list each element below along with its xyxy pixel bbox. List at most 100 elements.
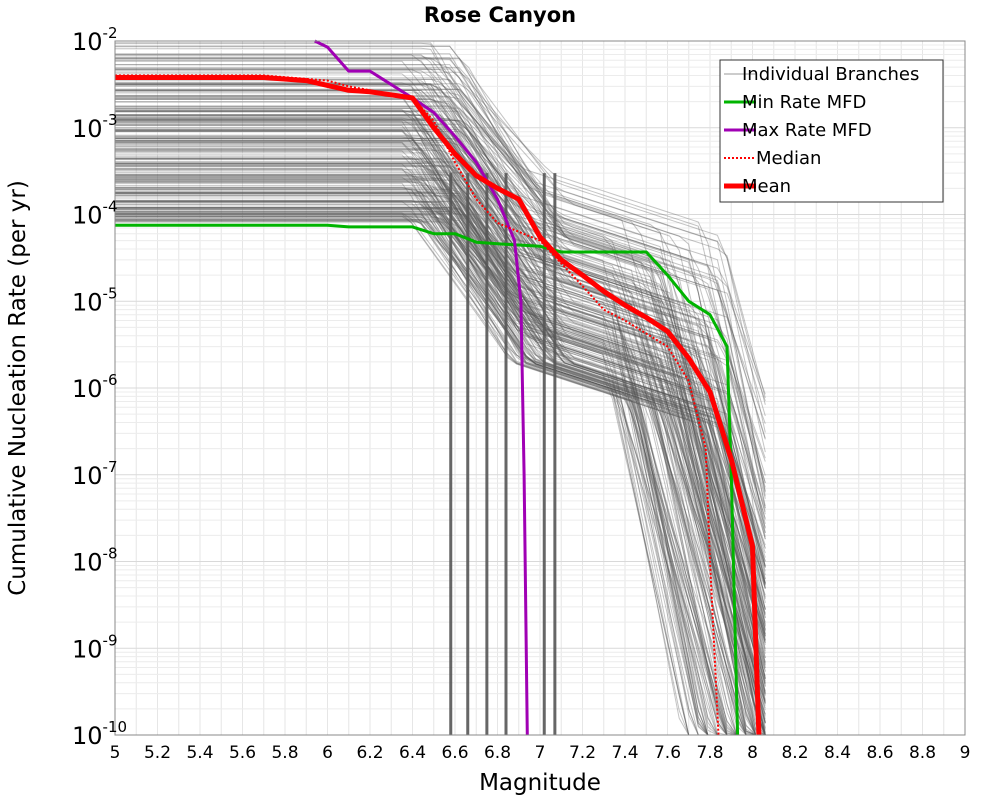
branch-curve <box>115 182 766 723</box>
branch-curve <box>115 123 757 736</box>
branch-curve <box>115 220 738 736</box>
branch-curve <box>115 151 766 637</box>
branch-curve <box>115 60 766 649</box>
branch-curve <box>115 124 766 528</box>
branch-curve <box>115 143 766 736</box>
branch-curve <box>115 130 756 736</box>
branch-curve <box>115 176 728 736</box>
branch-curve <box>115 192 766 646</box>
branch-curve <box>115 172 766 519</box>
branch-curve <box>115 111 690 736</box>
branch-curve <box>115 135 766 576</box>
branch-curve <box>115 192 766 685</box>
branch-curve <box>115 60 766 459</box>
branch-curve <box>115 147 756 736</box>
branch-curve <box>115 170 766 728</box>
branch-curve <box>115 107 766 567</box>
branch-curve <box>115 219 690 736</box>
branch-curve <box>115 181 766 692</box>
branch-curve <box>115 141 699 736</box>
chart-title: Rose Canyon <box>424 3 576 27</box>
y-axis-label: Cumulative Nucleation Rate (per yr) <box>5 180 31 596</box>
branch-curve <box>115 54 766 630</box>
branch-curve <box>115 82 766 610</box>
branch-curve <box>115 42 766 736</box>
branch-curve <box>115 168 766 583</box>
branch-curve <box>115 207 709 736</box>
y-tick-label: 10-5 <box>72 284 118 316</box>
branch-curve <box>115 83 766 736</box>
branch-curve <box>115 131 747 736</box>
branch-curve <box>115 213 766 634</box>
branch-curve <box>115 157 766 697</box>
branch-curve <box>115 165 766 702</box>
branch-curve <box>115 149 709 736</box>
branch-curve <box>115 120 766 724</box>
branch-curve <box>115 179 728 736</box>
branch-curve <box>115 145 766 664</box>
branch-curve <box>115 200 766 736</box>
branch-curve <box>115 80 766 631</box>
branch-curve <box>115 177 766 673</box>
branch-curve <box>115 157 766 654</box>
branch-curve <box>115 91 757 736</box>
series-line-median <box>115 74 720 736</box>
branch-curve <box>115 85 766 683</box>
x-tick-label: 8.4 <box>824 743 851 763</box>
branch-curve <box>115 58 766 405</box>
branch-curve <box>115 174 766 694</box>
x-tick-label: 7.8 <box>696 743 723 763</box>
legend-label: Median <box>756 148 821 169</box>
branch-curve <box>115 58 766 476</box>
branch-curve <box>115 219 737 736</box>
branch-curve <box>115 156 766 549</box>
branch-curve <box>115 207 766 589</box>
branch-curve <box>115 84 766 395</box>
branch-curve <box>115 141 757 736</box>
branch-curve <box>115 212 756 736</box>
branch-curve <box>115 95 737 736</box>
branch-curve <box>115 215 728 736</box>
branch-curve <box>115 178 766 684</box>
branch-curve <box>115 110 766 512</box>
branch-curve <box>115 94 766 672</box>
x-tick-label: 8.2 <box>781 743 808 763</box>
branch-curve <box>115 200 766 598</box>
branch-curve <box>115 215 766 600</box>
branch-curve <box>115 200 738 736</box>
branch-curve <box>115 117 738 736</box>
branch-curve <box>115 121 728 736</box>
branch-curve <box>115 212 766 735</box>
branch-curve <box>115 160 766 736</box>
legend: Individual Branches Min Rate MFD Max Rate … <box>719 59 944 203</box>
branch-curve <box>115 202 766 679</box>
branch-curve <box>115 175 766 641</box>
branch-curve <box>115 109 766 492</box>
branch-curve <box>115 148 756 736</box>
branch-curve <box>115 98 766 711</box>
x-tick-label: 7.2 <box>569 743 596 763</box>
branch-curve <box>115 98 766 623</box>
branch-curve <box>115 70 766 715</box>
branch-curve <box>115 213 766 554</box>
branch-curve <box>115 57 766 493</box>
plot-frame <box>114 40 966 736</box>
branch-curve <box>115 176 709 736</box>
branch-curve <box>115 55 766 453</box>
branch-curve <box>115 218 766 638</box>
branch-curve <box>115 45 766 433</box>
branch-curve <box>115 130 766 736</box>
branch-curve <box>115 214 766 626</box>
branch-curve <box>115 89 766 736</box>
legend-box <box>719 59 944 203</box>
branch-curve <box>115 105 766 736</box>
x-tick-label: 7 <box>535 743 546 763</box>
branch-curve <box>115 45 766 611</box>
x-axis-label: Magnitude <box>479 770 601 796</box>
x-tick-label: 5.4 <box>186 743 213 763</box>
branch-curve <box>115 207 766 736</box>
branch-curve <box>115 108 718 736</box>
branch-curve <box>115 165 709 736</box>
branch-curve <box>115 221 690 736</box>
branch-curve <box>115 200 728 736</box>
